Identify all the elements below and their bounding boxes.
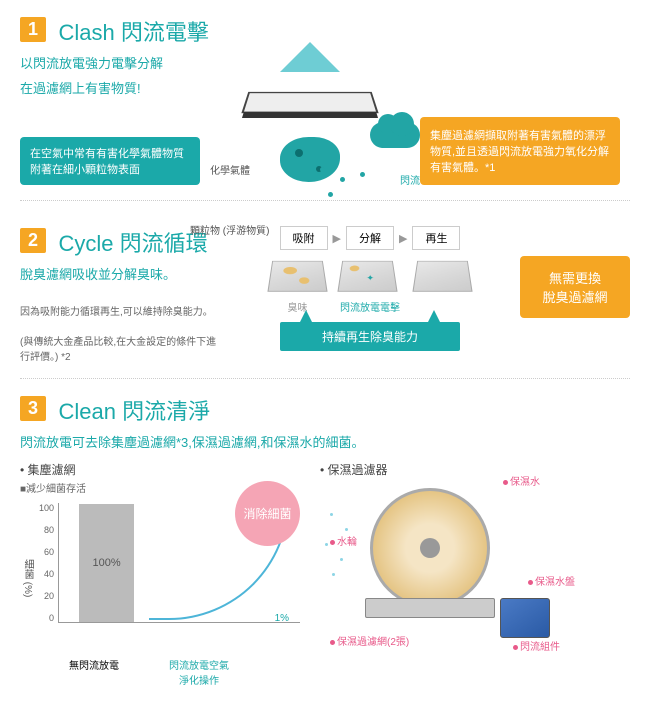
arrow-icon: ▶ xyxy=(399,232,407,245)
right-title: • 保濕過濾器 xyxy=(320,461,630,478)
y-tick: 100 xyxy=(39,503,54,513)
note-1: 因為吸附能力循環再生,可以維持除臭能力。 xyxy=(20,303,220,318)
y-axis-ticks: 100 80 60 40 20 0 xyxy=(39,503,58,623)
y-tick: 80 xyxy=(39,525,54,535)
pink-circle-badge: 消除細菌 xyxy=(235,481,300,546)
note-2: (與傳統大金產品比較,在大金設定的條件下進行評價。) *2 xyxy=(20,333,220,363)
section-title: Cycle 閃流循環 xyxy=(58,226,207,258)
tiles: 臭味 ✦ 閃流放電電擊 xyxy=(235,255,505,314)
subtitle: 閃流放電可去除集塵過濾網*3,保濕過濾網,和保濕水的細菌。 xyxy=(20,432,630,451)
water-tray xyxy=(365,598,495,618)
label-filter: 保濕過濾網(2張) xyxy=(330,633,409,648)
tile-3 xyxy=(412,261,472,292)
step-3: 再生 xyxy=(412,226,460,250)
section-number: 1 xyxy=(20,17,46,42)
tile-1 xyxy=(267,261,327,292)
section-header: 3 Clean 閃流清淨 xyxy=(20,394,630,426)
step-1: 吸附 xyxy=(280,226,328,250)
green-bar: 持續再生除臭能力 xyxy=(280,322,460,351)
y-axis-label: 細菌 (%) xyxy=(20,559,35,597)
tile-label-1: 臭味 xyxy=(270,299,325,314)
x-label-2: 閃流放電空氣淨化操作 xyxy=(169,657,229,687)
arrow-icon: ▶ xyxy=(333,232,341,245)
y-tick: 20 xyxy=(39,591,54,601)
section-number: 3 xyxy=(20,396,46,421)
cycle-diagram: 吸附 ▶ 分解 ▶ 再生 臭味 ✦ 閃流放電電擊 持續再生除臭能力 xyxy=(235,226,505,351)
label-wheel: 水輪 xyxy=(330,533,357,548)
orange-callout: 集塵過濾網擷取附著有害氣體的漂浮物質,並且透過閃流放電強力氧化分解有害氣體。*1 xyxy=(420,117,620,185)
chart-title: • 集塵濾網 xyxy=(20,461,300,478)
section-cycle: 2 Cycle 閃流循環 脫臭濾網吸收並分解臭味。 因為吸附能力循環再生,可以維… xyxy=(0,201,650,378)
section-title: Clash 閃流電擊 xyxy=(58,15,208,47)
humidifier-diagram: 保濕水 水輪 保濕過濾網(2張) 保濕水盤 閃流組件 xyxy=(340,478,560,648)
process-steps: 吸附 ▶ 分解 ▶ 再生 xyxy=(235,226,505,250)
label-flash: 閃流組件 xyxy=(513,638,560,653)
mist xyxy=(320,508,370,588)
orange-line2: 脫臭過濾網 xyxy=(530,287,620,306)
bar-2-value: 1% xyxy=(275,613,289,624)
flash-unit xyxy=(500,598,550,638)
step-2: 分解 xyxy=(346,226,394,250)
orange-side-callout: 無需更換 脫臭過濾網 xyxy=(520,256,630,318)
label-water: 保濕水 xyxy=(503,473,540,488)
x-label-1: 無閃流放電 xyxy=(64,657,124,687)
label-tray: 保濕水盤 xyxy=(528,573,575,588)
y-tick: 40 xyxy=(39,569,54,579)
cloud-icon xyxy=(370,122,420,148)
bar-1-value: 100% xyxy=(92,557,120,569)
section-clash: 1 Clash 閃流電擊 以閃流放電強力電擊分解 在過濾網上有害物質! 在空氣中… xyxy=(0,0,650,200)
particle-blob xyxy=(280,137,340,182)
label-chemical: 化學氣體 xyxy=(210,162,250,177)
subtitle: 脫臭濾網吸收並分解臭味。 xyxy=(20,264,220,283)
arrow-up-icon xyxy=(280,42,340,72)
section-clean: 3 Clean 閃流清淨 閃流放電可去除集塵過濾網*3,保濕過濾網,和保濕水的細… xyxy=(0,379,650,702)
tile-2: ✦ xyxy=(337,261,397,292)
bar-1: 100% xyxy=(79,504,134,622)
x-axis-labels: 無閃流放電 閃流放電空氣淨化操作 xyxy=(64,657,300,687)
y-tick: 0 xyxy=(39,613,54,623)
y-tick: 60 xyxy=(39,547,54,557)
info-box: 在空氣中常有有害化學氣體物質附著在細小顆粒物表面 xyxy=(20,137,200,185)
label-particle: 顆粒物 (浮游物質) xyxy=(190,222,269,237)
section-number: 2 xyxy=(20,228,46,253)
orange-line1: 無需更換 xyxy=(530,268,620,287)
water-wheel xyxy=(370,488,490,608)
section-title: Clean 閃流清淨 xyxy=(58,394,210,426)
tile-label-2: 閃流放電電擊 xyxy=(340,299,400,314)
filter-panel xyxy=(241,92,378,113)
